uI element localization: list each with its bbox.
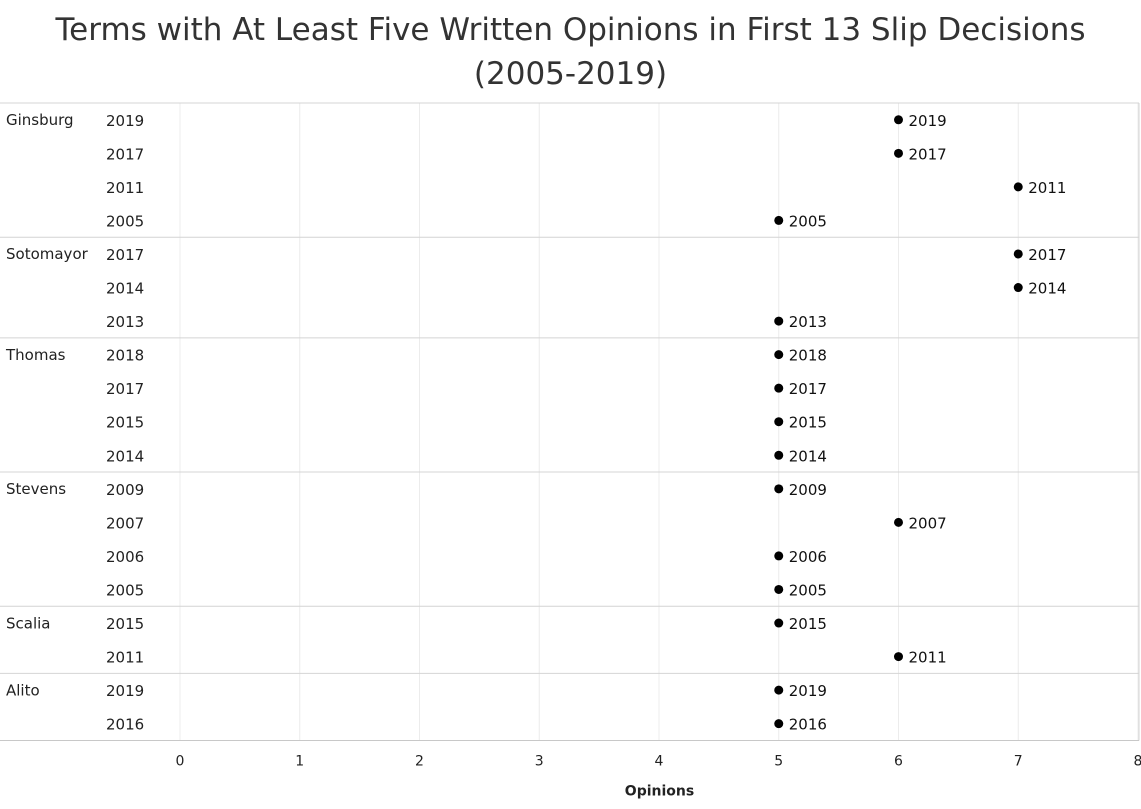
point-label: 2014 <box>789 447 827 465</box>
justice-label: Ginsburg <box>6 111 74 129</box>
term-label: 2017 <box>106 380 144 398</box>
data-point <box>774 417 784 427</box>
point-label: 2013 <box>789 313 827 331</box>
term-label: 2013 <box>106 313 144 331</box>
data-point <box>774 584 784 594</box>
term-label: 2016 <box>106 716 144 734</box>
term-label: 2005 <box>106 212 144 230</box>
data-point <box>894 115 903 125</box>
term-label: 2014 <box>106 280 144 298</box>
justice-label: Scalia <box>6 614 51 632</box>
term-label: 2019 <box>106 112 144 130</box>
data-point <box>774 215 784 225</box>
justice-label: Alito <box>6 681 40 699</box>
term-label: 2006 <box>106 548 144 566</box>
point-label: 2011 <box>909 649 947 667</box>
point-label: 2017 <box>789 380 827 398</box>
x-tick-label: 6 <box>894 753 903 769</box>
term-label: 2017 <box>106 145 144 163</box>
chart-title-line1: Terms with At Least Five Written Opinion… <box>55 12 1086 48</box>
data-point <box>774 484 784 494</box>
data-point <box>774 450 784 460</box>
data-point <box>894 517 903 527</box>
data-point <box>1013 249 1023 259</box>
data-point <box>1013 283 1023 293</box>
term-label: 2011 <box>106 649 144 667</box>
point-label: 2011 <box>1028 179 1066 197</box>
term-label: 2011 <box>106 179 144 197</box>
point-label: 2007 <box>909 514 947 532</box>
x-tick-label: 7 <box>1014 753 1023 769</box>
point-label: 2019 <box>909 112 947 130</box>
point-label: 2005 <box>789 212 827 230</box>
point-label: 2018 <box>789 347 827 365</box>
term-label: 2009 <box>106 481 144 499</box>
data-point <box>774 618 784 628</box>
term-label: 2018 <box>106 347 144 365</box>
term-label: 2015 <box>106 615 144 633</box>
x-tick-label: 1 <box>295 753 304 769</box>
data-point <box>774 551 784 561</box>
point-label: 2009 <box>789 481 827 499</box>
justice-label: Sotomayor <box>6 245 89 263</box>
point-label: 2019 <box>789 682 827 700</box>
data-point <box>1013 182 1023 192</box>
term-label: 2017 <box>106 246 144 264</box>
term-label: 2007 <box>106 514 144 532</box>
point-label: 2015 <box>789 615 827 633</box>
justice-label: Stevens <box>6 480 66 498</box>
point-label: 2017 <box>909 145 947 163</box>
data-point <box>894 652 903 662</box>
x-tick-label: 4 <box>655 753 664 769</box>
term-label: 2005 <box>106 581 144 599</box>
data-point <box>894 148 903 158</box>
data-point <box>774 316 784 326</box>
point-label: 2006 <box>789 548 827 566</box>
point-label: 2017 <box>1028 246 1066 264</box>
data-point <box>774 719 784 729</box>
data-point <box>774 350 784 360</box>
x-tick-label: 5 <box>774 753 783 769</box>
term-label: 2019 <box>106 682 144 700</box>
chart-title: Terms with At Least Five Written Opinion… <box>0 8 1141 96</box>
data-point <box>774 685 784 695</box>
point-label: 2005 <box>789 581 827 599</box>
point-label: 2014 <box>1028 280 1066 298</box>
x-tick-label: 2 <box>415 753 424 769</box>
x-tick-label: 0 <box>176 753 185 769</box>
x-tick-label: 3 <box>535 753 544 769</box>
chart-title-line2: (2005-2019) <box>473 56 668 92</box>
point-label: 2015 <box>789 414 827 432</box>
data-point <box>774 383 784 393</box>
term-label: 2015 <box>106 414 144 432</box>
justice-label: Thomas <box>5 346 66 364</box>
x-axis-title: Opinions <box>625 783 694 799</box>
term-label: 2014 <box>106 447 144 465</box>
point-label: 2016 <box>789 716 827 734</box>
x-tick-label: 8 <box>1134 753 1141 769</box>
